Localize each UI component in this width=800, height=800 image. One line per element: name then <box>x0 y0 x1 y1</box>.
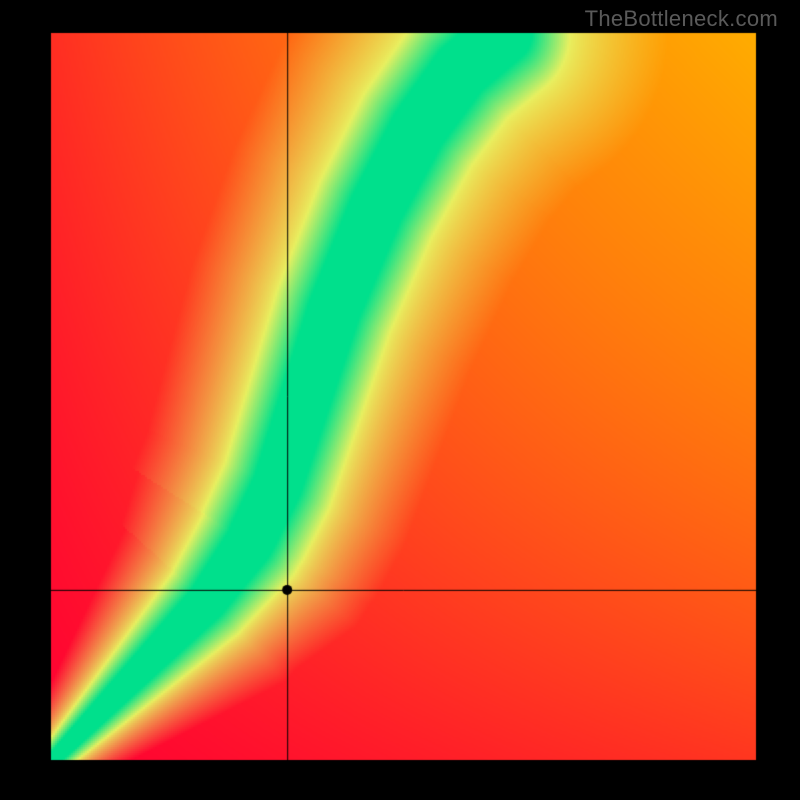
chart-container: TheBottleneck.com <box>0 0 800 800</box>
heatmap-canvas <box>0 0 800 800</box>
watermark-text: TheBottleneck.com <box>585 6 778 32</box>
